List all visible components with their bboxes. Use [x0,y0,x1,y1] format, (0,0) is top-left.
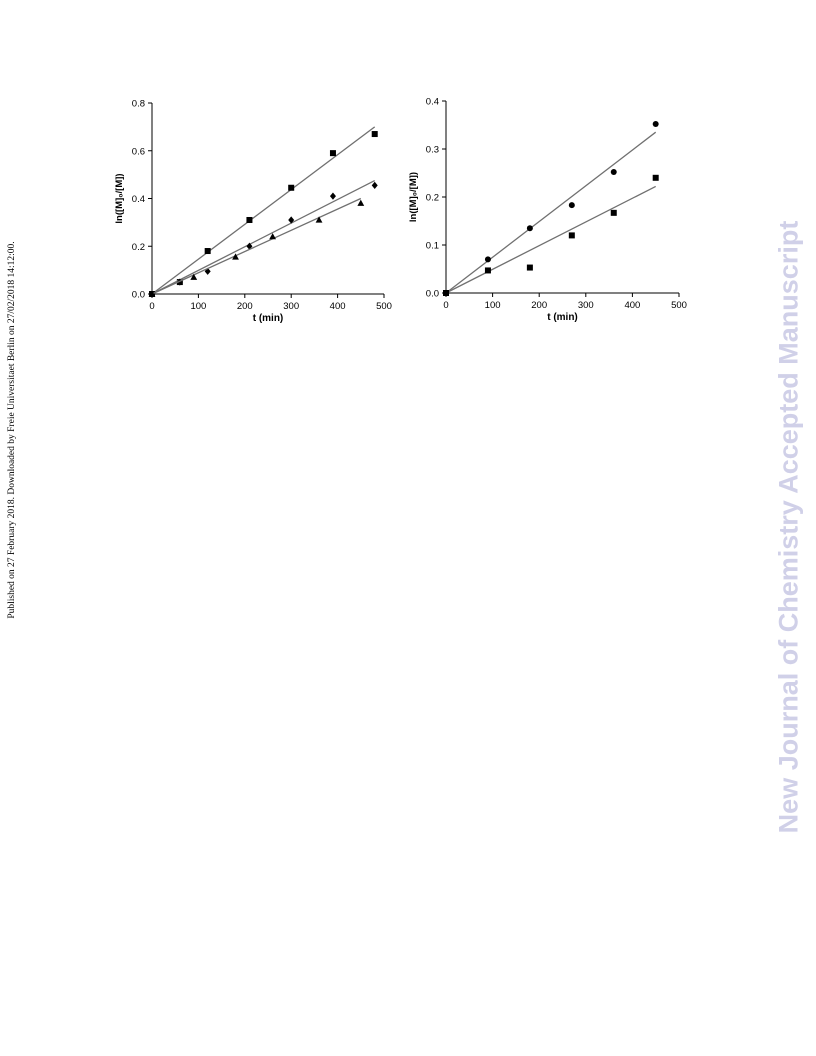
x-tick-label: 300 [283,301,299,312]
fit-line [445,185,656,294]
x-tick-label: 100 [190,301,206,312]
x-tick-label: 400 [624,300,640,311]
data-point-triangle [190,273,198,280]
y-axis-label: ln([M]₀/[M]) [114,173,125,223]
data-point-diamond [371,181,378,189]
data-point-square [484,267,491,274]
data-point-triangle [232,253,239,260]
x-tick-label: 500 [671,300,687,311]
data-point-square [246,216,253,223]
x-tick-label: 100 [485,300,501,311]
y-tick-label: 0.0 [426,289,439,300]
data-point-triangle [357,199,365,206]
x-tick-label: 0 [443,300,448,311]
y-tick-label: 0.3 [426,145,439,156]
x-tick-label: 300 [578,300,594,311]
fit-line [151,126,376,295]
fit-line [151,180,376,295]
data-point-diamond [329,192,336,200]
y-tick-label: 0.4 [132,194,145,205]
y-tick-label: 0.6 [132,146,145,157]
y-tick-label: 0.8 [132,99,145,110]
data-point-square [371,131,378,138]
x-axis-label: t (min) [253,313,284,324]
data-point-square [526,264,533,271]
data-point-circle [526,225,533,232]
y-tick-label: 0.2 [426,193,439,204]
data-point-diamond [204,267,211,275]
y-tick-label: 0.2 [132,242,145,253]
data-point-circle [484,256,491,263]
data-point-triangle [269,233,277,240]
data-point-circle [652,121,659,128]
y-tick-label: 0.4 [426,97,439,108]
x-tick-label: 0 [149,301,154,312]
x-axis-label: t (min) [547,312,578,323]
data-point-triangle [315,216,323,223]
y-tick-label: 0.1 [426,241,439,252]
x-tick-label: 500 [376,301,392,312]
data-point-circle [610,169,617,176]
x-tick-label: 200 [531,300,547,311]
data-point-square [443,290,449,296]
data-point-circle [568,202,575,209]
data-point-square [568,232,575,239]
data-point-square [652,174,659,181]
y-tick-label: 0.0 [132,290,145,301]
fit-line [151,197,362,295]
data-point-square [329,150,336,157]
data-point-square [610,209,617,216]
data-point-diamond [288,216,295,224]
fit-line [445,131,657,294]
y-axis-label: ln([M]₀/[M]) [408,172,419,222]
x-tick-label: 200 [237,301,253,312]
x-tick-label: 400 [330,301,346,312]
data-point-square [288,184,295,191]
data-point-triangle [148,290,156,297]
data-point-square [204,248,211,255]
